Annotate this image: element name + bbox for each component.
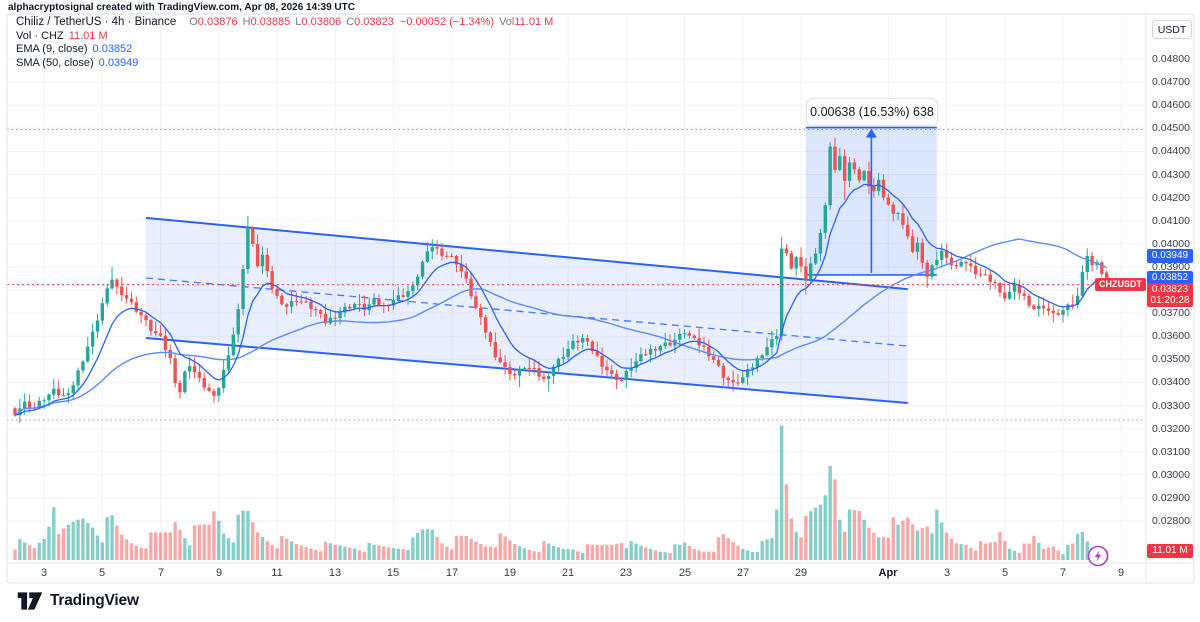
price-tick-label: 0.04800 — [1152, 53, 1190, 65]
volume-axis-badge: 11.01 M — [1147, 544, 1193, 558]
high-label: H — [242, 16, 251, 28]
time-tick-label: 9 — [215, 567, 223, 579]
price-tick-label: 0.03900 — [1152, 261, 1190, 273]
close-value: 0.03823 — [354, 16, 394, 28]
low-label: L — [295, 16, 302, 28]
close-label: C — [346, 16, 355, 28]
time-tick-label: 5 — [98, 567, 106, 579]
legend-sma-row[interactable]: SMA (50, close) 0.03949 — [16, 57, 553, 70]
currency-toggle-button[interactable]: USDT — [1152, 20, 1192, 39]
time-tick-label: 9 — [1117, 567, 1125, 579]
vol-indicator-label: Vol · CHZ — [16, 29, 64, 42]
price-tick-label: 0.04400 — [1152, 145, 1190, 157]
price-tick-label: 0.03700 — [1152, 307, 1190, 319]
open-value: 0.03876 — [197, 16, 238, 28]
time-tick-label: 7 — [1059, 567, 1067, 579]
ema-price-badge: 0.03852 — [1147, 271, 1193, 285]
last-price-value: 0.03823 — [1151, 284, 1189, 295]
legend-volume-row[interactable]: Vol · CHZ 11.01 M — [16, 30, 553, 43]
tradingview-logo-icon — [17, 592, 43, 610]
price-tick-label: 0.04700 — [1152, 76, 1190, 88]
time-tick-label: 29 — [794, 567, 808, 579]
chart-legend: Chiliz / TetherUS · 4h · Binance O0.03876… — [16, 16, 553, 70]
time-tick-label: 19 — [503, 567, 517, 579]
flash-icon[interactable] — [1087, 545, 1109, 567]
price-tick-label: 0.04100 — [1152, 215, 1190, 227]
time-tick-label: 11 — [271, 567, 283, 579]
time-tick-label: 13 — [328, 567, 342, 579]
high-value: 0.03885 — [250, 16, 291, 28]
measure-tool-label[interactable]: 0.00638 (16.53%) 638 — [806, 98, 938, 126]
last-price-badge: 0.03823 01:20:28 — [1147, 283, 1193, 307]
price-tick-label: 0.03400 — [1152, 376, 1190, 388]
vol-indicator-value: 11.01 M — [68, 29, 108, 42]
attribution-text: alphacryptosignal created with TradingVi… — [8, 2, 355, 13]
price-tick-label: 0.03300 — [1152, 400, 1190, 412]
time-tick-label: 5 — [1001, 567, 1009, 579]
price-line-symbol-tag: CHZUSDT — [1095, 278, 1146, 291]
sma-indicator-value: 0.03949 — [98, 56, 139, 69]
ema-indicator-value: 0.03852 — [92, 43, 133, 55]
tradingview-brand-text: TradingView — [50, 592, 139, 609]
sma-indicator-label: SMA (50, close) — [16, 56, 94, 69]
symbol-title: Chiliz / TetherUS · 4h · Binance — [16, 16, 177, 28]
change-value: −0.00052 (−1.34%) — [399, 16, 495, 28]
price-tick-label: 0.03500 — [1152, 353, 1190, 365]
time-tick-label: 3 — [40, 567, 48, 579]
price-tick-label: 0.04000 — [1152, 238, 1190, 250]
volume-label: Vol — [499, 16, 515, 28]
time-tick-label: 23 — [619, 567, 633, 579]
open-label: O — [189, 16, 198, 28]
time-tick-label: 27 — [736, 567, 750, 579]
ema-indicator-label: EMA (9, close) — [16, 43, 88, 55]
time-tick-label: 21 — [561, 567, 575, 579]
price-tick-label: 0.03600 — [1152, 330, 1190, 342]
legend-ema-row[interactable]: EMA (9, close) 0.03852 — [16, 43, 553, 56]
candle-countdown: 01:20:28 — [1150, 295, 1190, 306]
price-tick-label: 0.04200 — [1152, 192, 1190, 204]
price-tick-label: 0.03100 — [1152, 446, 1190, 458]
price-tick-label: 0.03200 — [1152, 423, 1190, 435]
legend-symbol-row[interactable]: Chiliz / TetherUS · 4h · Binance O0.03876… — [16, 16, 553, 29]
price-tick-label: 0.04300 — [1152, 169, 1190, 181]
low-value: 0.03806 — [301, 16, 342, 28]
price-tick-label: 0.02900 — [1152, 492, 1190, 504]
time-tick-label: Apr — [878, 567, 898, 579]
sma-price-badge: 0.03949 — [1147, 249, 1193, 263]
volume-value: 11.01 M — [514, 16, 554, 28]
price-tick-label: 0.03000 — [1152, 469, 1190, 481]
price-tick-label: 0.04600 — [1152, 99, 1190, 111]
time-tick-label: 17 — [445, 567, 459, 579]
time-tick-label: 7 — [157, 567, 165, 579]
time-tick-label: 3 — [943, 567, 951, 579]
price-tick-label: 0.04500 — [1152, 122, 1190, 134]
time-tick-label: 25 — [678, 567, 692, 579]
time-tick-label: 15 — [386, 567, 400, 579]
price-tick-label: 0.02800 — [1152, 515, 1190, 527]
tradingview-footer: TradingView — [17, 589, 139, 613]
